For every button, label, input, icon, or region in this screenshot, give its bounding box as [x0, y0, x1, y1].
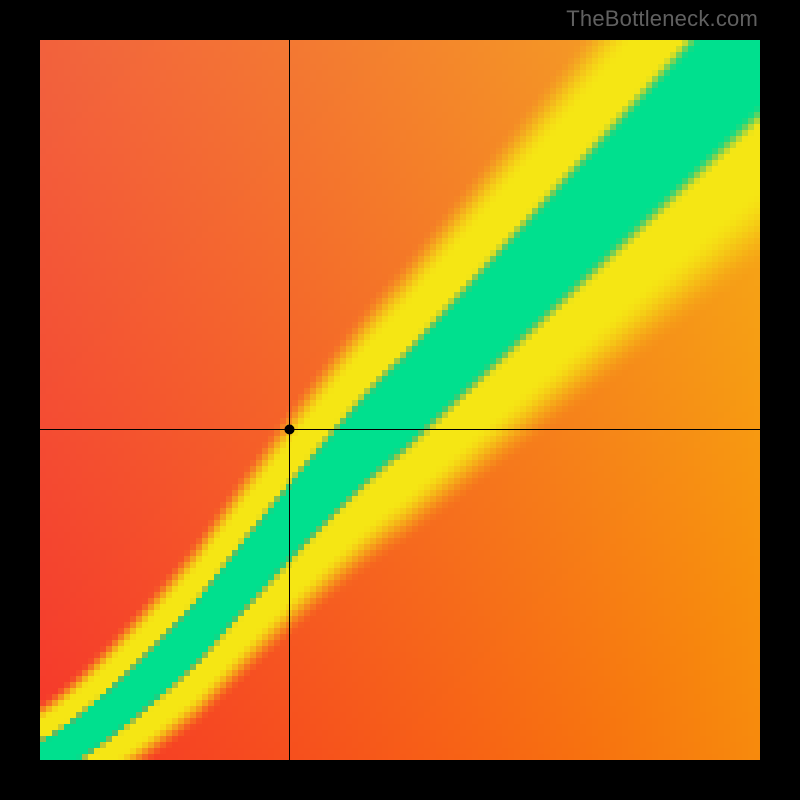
heatmap-plot	[40, 40, 760, 760]
chart-container: TheBottleneck.com	[0, 0, 800, 800]
watermark-text: TheBottleneck.com	[566, 6, 758, 32]
heatmap-canvas	[40, 40, 760, 760]
